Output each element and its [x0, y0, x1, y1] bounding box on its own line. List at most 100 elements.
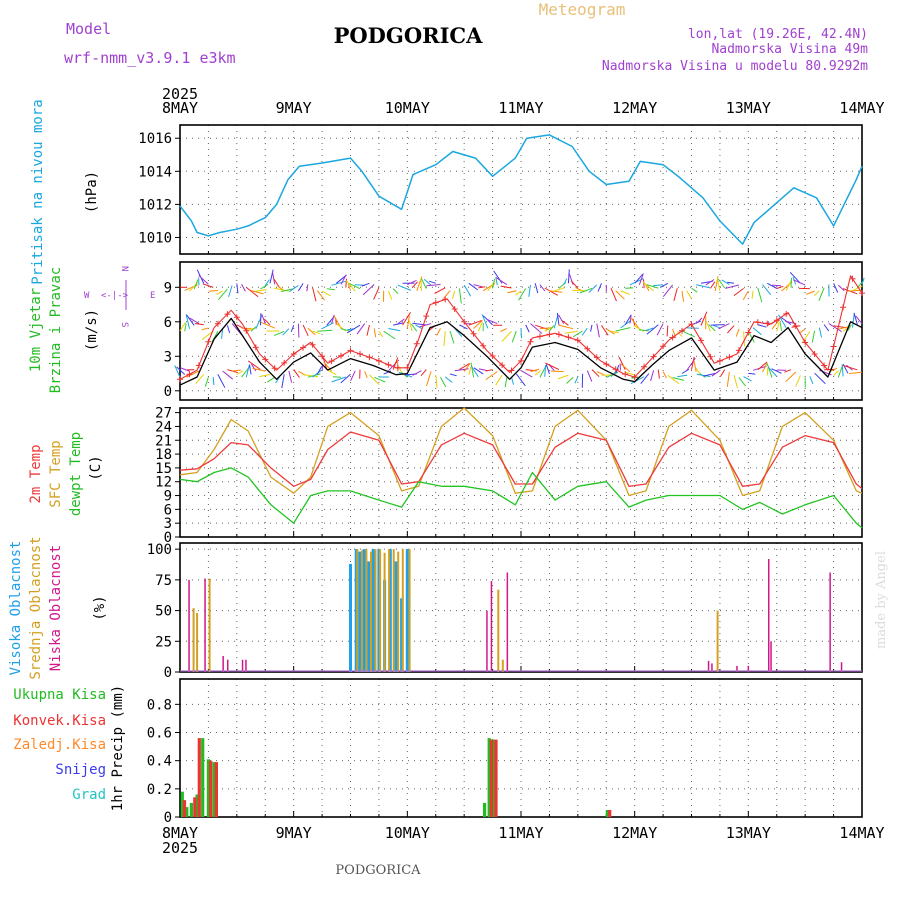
gust-marker — [650, 353, 657, 360]
wind-vector — [241, 327, 253, 330]
wind-vector — [727, 325, 735, 334]
wind-vector — [350, 370, 356, 382]
wind-vector — [459, 324, 468, 330]
wind-vector — [645, 284, 650, 292]
pressure-panel: 1010 1012 1014 1016 — [138, 124, 863, 255]
gust-marker — [707, 353, 714, 360]
y-tick-label: 75 — [155, 573, 172, 589]
wind-vector — [306, 284, 309, 292]
wind-vector — [473, 284, 483, 288]
wind-vector — [596, 371, 605, 376]
low-cloud-bar — [747, 665, 750, 672]
wind-vector — [789, 271, 801, 284]
wind-vector — [245, 365, 250, 378]
wind-vector — [590, 324, 593, 332]
y-tick-label: 9 — [164, 280, 172, 296]
wind-vector — [574, 376, 579, 384]
mid-cloud-bar — [388, 549, 391, 672]
gust-marker — [243, 327, 250, 334]
wind-vector — [176, 366, 186, 375]
t2m-line — [179, 431, 863, 490]
wind-vector — [331, 376, 346, 383]
wind-vector — [762, 362, 768, 373]
gust-marker — [300, 344, 307, 351]
low-cloud-bar — [188, 579, 190, 672]
wind-vector — [581, 327, 588, 336]
snow-legend: Snijeg — [55, 762, 106, 778]
gust-marker — [631, 374, 638, 380]
y-tick-label: 0 — [164, 810, 172, 826]
wind-vector — [766, 367, 769, 376]
gust-marker — [603, 361, 610, 368]
conv-precip-bar — [494, 739, 498, 817]
wind-vector — [757, 324, 767, 328]
wind-vector — [273, 278, 280, 288]
wind-vector — [198, 275, 209, 285]
mid-cloud-bar — [370, 551, 372, 672]
wind-vector — [340, 373, 351, 384]
gust-marker — [735, 347, 742, 354]
wind-vector — [354, 284, 365, 286]
wind-vector — [681, 290, 685, 302]
wind-vector — [477, 321, 483, 332]
low-cloud-bar — [227, 659, 229, 672]
gust-marker — [565, 334, 572, 341]
wind-vector — [194, 323, 204, 326]
bottom-tick-label: 12MAY — [612, 824, 657, 842]
wind-vector — [202, 283, 214, 288]
wind-vector — [696, 284, 711, 289]
wind-vector — [539, 284, 546, 292]
bottom-tick-label: 9MAY — [276, 824, 312, 842]
low-cloud-bar — [486, 610, 488, 672]
wind-vector — [397, 318, 405, 325]
gust-marker — [641, 363, 648, 370]
wind-vector — [293, 369, 300, 378]
gust-marker — [622, 371, 629, 378]
compass-s: S — [119, 322, 129, 327]
wind-vector — [610, 288, 617, 302]
wind-vector — [492, 278, 496, 289]
wind-vector — [326, 288, 335, 291]
wind-title-2: Brzina i Pravac — [48, 267, 64, 393]
wind-vector — [549, 325, 555, 332]
y-tick-label: 1016 — [138, 131, 172, 147]
gust-marker — [233, 314, 240, 321]
wind-vector — [709, 281, 716, 289]
low-cloud-title: Niska Oblacnost — [48, 545, 64, 671]
wind-vector — [435, 374, 438, 388]
gust-marker — [593, 354, 600, 361]
gust-marker — [394, 364, 401, 371]
wind-vector — [790, 277, 792, 288]
wind-vector — [515, 290, 522, 296]
wind-vector — [720, 369, 726, 377]
wind-vector — [564, 330, 578, 334]
wind-vector — [443, 331, 446, 347]
wind-vector — [312, 330, 321, 335]
conv-precip-bar — [193, 797, 197, 817]
gust-marker — [669, 334, 676, 341]
mid-cloud-bar — [196, 613, 199, 672]
mid-cloud-bar — [356, 549, 359, 672]
wind-vector — [468, 319, 483, 326]
wind-vector — [340, 274, 347, 285]
wind-vector — [218, 288, 228, 301]
frz-precip-legend: Zaledj.Kisa — [13, 737, 106, 753]
wind-vector — [780, 316, 792, 325]
wind-vector — [615, 290, 625, 300]
wind-vector — [814, 290, 820, 297]
wind-vector — [776, 321, 780, 332]
y-tick-label: 21 — [155, 433, 172, 449]
wind-vector — [751, 290, 754, 299]
low-cloud-bar — [241, 659, 244, 672]
y-tick-label: 27 — [155, 406, 172, 422]
gust-marker — [338, 352, 344, 359]
wind-vector — [321, 322, 334, 330]
wind-vector — [302, 324, 309, 337]
sfc-temp-line — [179, 407, 863, 497]
mid-cloud-bar — [401, 549, 404, 672]
wind-vector — [553, 314, 559, 329]
y-tick-label: 15 — [155, 461, 172, 477]
wind-vector — [681, 368, 690, 374]
wind-vector — [443, 290, 451, 299]
wind-vector — [186, 314, 195, 326]
